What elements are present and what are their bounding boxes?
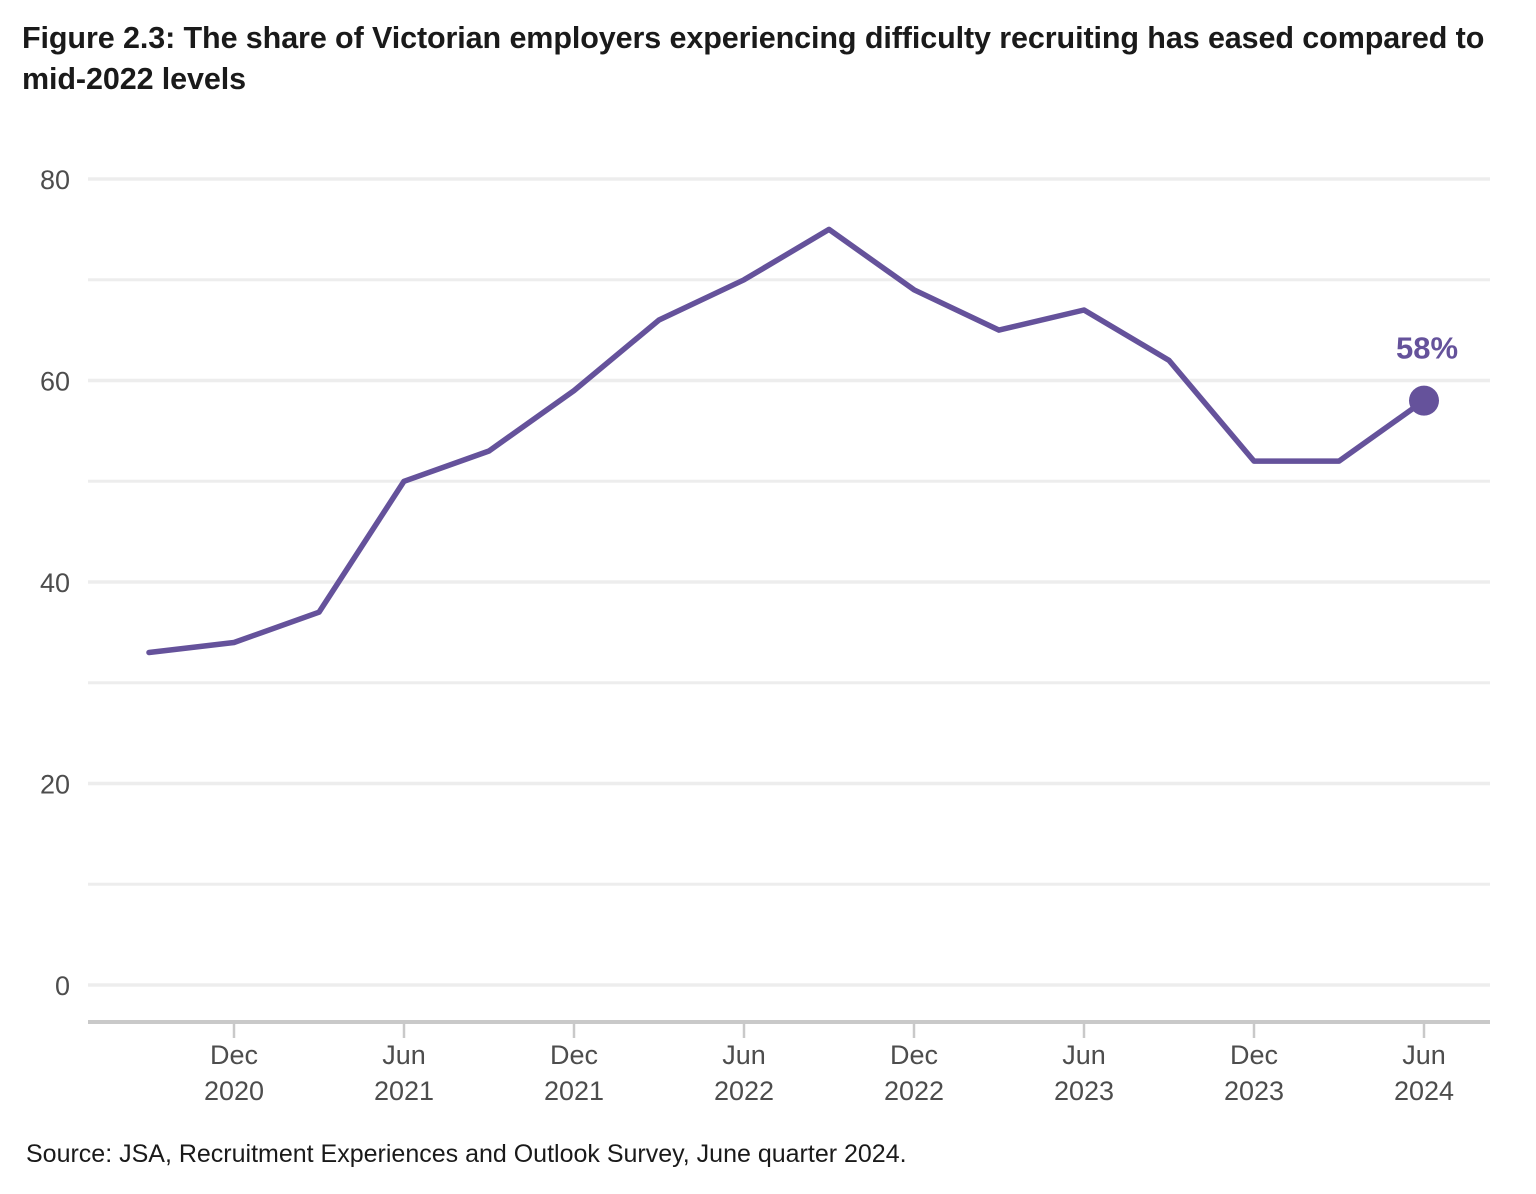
- gridlines: [88, 177, 1490, 987]
- x-axis-tick-label-year: 2021: [544, 1076, 604, 1106]
- x-axis-tick-label-month: Dec: [550, 1040, 598, 1070]
- x-axis-tick-label-month: Dec: [890, 1040, 938, 1070]
- x-axis-tick-labels: Dec 2020 Jun 2021 Dec 2021 Jun 2022 Dec 2022 Jun 20…: [204, 1022, 1454, 1106]
- x-axis-tick-label-year: 2021: [374, 1076, 434, 1106]
- x-axis-tick-label-month: Dec: [1230, 1040, 1278, 1070]
- x-axis-tick-label-month: Jun: [382, 1040, 426, 1070]
- page-title: Figure 2.3: The share of Victorian emplo…: [22, 21, 1485, 97]
- x-axis-tick-label-year: 2022: [714, 1076, 774, 1106]
- y-axis-tick-label: 40: [40, 568, 70, 598]
- x-axis-tick-label-year: 2023: [1224, 1076, 1284, 1106]
- end-point-label: 58%: [1396, 331, 1458, 366]
- x-axis-tick-label-month: Jun: [1062, 1040, 1106, 1070]
- end-point-marker: [1409, 385, 1439, 416]
- x-axis-tick-label-year: 2024: [1394, 1076, 1454, 1106]
- y-axis-tick-label: 80: [40, 165, 70, 195]
- y-axis-tick-label: 20: [40, 770, 70, 800]
- x-axis-tick-label-month: Dec: [210, 1040, 258, 1070]
- x-axis-tick-label-year: 2023: [1054, 1076, 1114, 1106]
- series-line-recruitment-difficulty: [146, 226, 1427, 656]
- y-axis-tick-label: 60: [40, 367, 70, 397]
- x-axis-tick-label-year: 2022: [884, 1076, 944, 1106]
- x-axis-tick-label-month: Jun: [722, 1040, 766, 1070]
- y-axis-tick-labels: 0 20 40 60 80: [40, 165, 70, 1001]
- source-note: Source: JSA, Recruitment Experiences and…: [26, 1140, 907, 1168]
- x-axis-tick-label-year: 2020: [204, 1076, 264, 1106]
- x-axis-tick-label-month: Jun: [1402, 1040, 1446, 1070]
- y-axis-tick-label: 0: [55, 971, 70, 1001]
